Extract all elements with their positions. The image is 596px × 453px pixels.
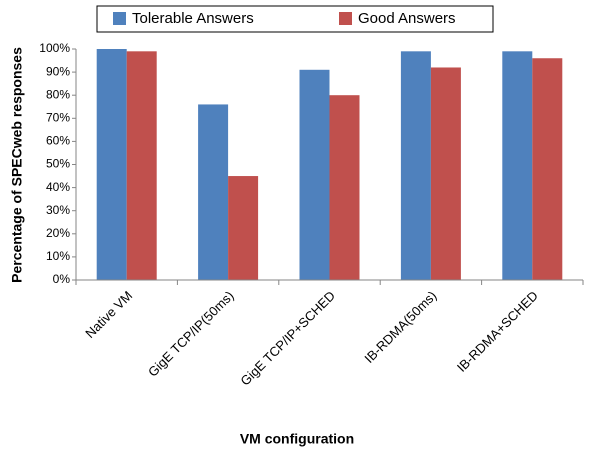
y-tick-label: 70% — [46, 110, 70, 124]
y-tick-label: 40% — [46, 180, 70, 194]
bar — [532, 58, 563, 280]
legend-box — [96, 5, 494, 33]
x-tick-label: IB-RDMA+SCHED — [454, 288, 541, 375]
x-tick-label: Native VM — [82, 288, 135, 341]
x-tick-label: IB-RDMA(50ms) — [361, 288, 439, 366]
y-tick-label: 60% — [46, 134, 70, 148]
legend-swatch — [113, 12, 126, 25]
y-tick-label: 50% — [46, 157, 70, 171]
bar — [198, 104, 229, 280]
bar — [502, 51, 533, 281]
bar — [400, 51, 431, 281]
y-tick-label: 10% — [46, 249, 70, 263]
legend-label: Good Answers — [358, 10, 456, 27]
bar — [228, 176, 259, 280]
y-tick-label: 20% — [46, 226, 70, 240]
y-tick-label: 80% — [46, 87, 70, 101]
bar — [126, 51, 157, 281]
x-tick-label: GigE TCP/IP+SCHED — [237, 288, 338, 389]
x-axis-title: VM configuration — [240, 431, 354, 447]
y-axis-title: Percentage of SPECweb responses — [9, 47, 25, 283]
bar — [299, 69, 330, 280]
bar — [430, 67, 461, 280]
bar — [329, 95, 360, 280]
legend-swatch — [339, 12, 352, 25]
y-tick-label: 100% — [39, 41, 70, 55]
y-tick-label: 0% — [53, 272, 71, 286]
y-tick-label: 90% — [46, 64, 70, 78]
bar — [96, 49, 127, 280]
legend-label: Tolerable Answers — [132, 10, 254, 27]
x-tick-label: GigE TCP/IP(50ms) — [145, 288, 237, 380]
y-tick-label: 30% — [46, 203, 70, 217]
